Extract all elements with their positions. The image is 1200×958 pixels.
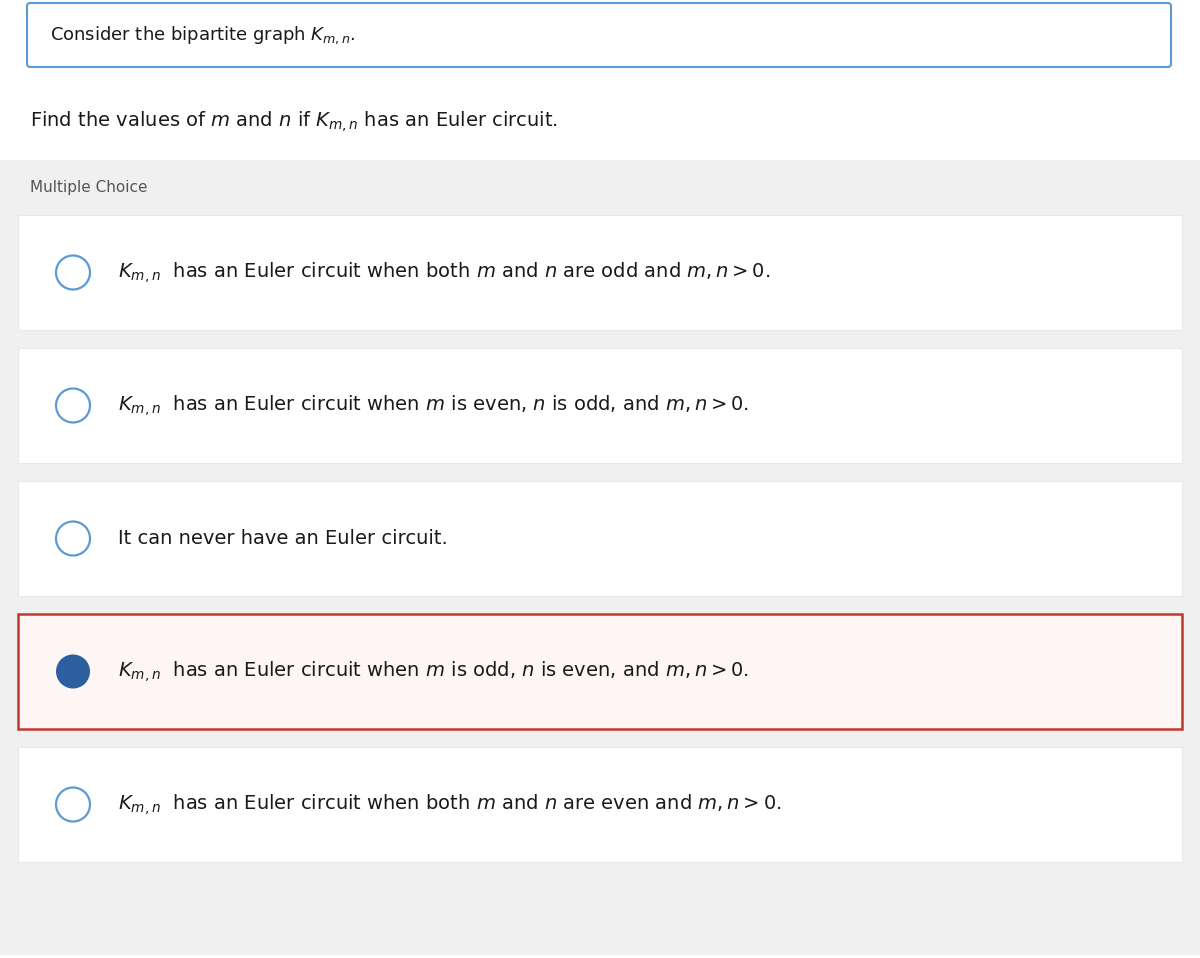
- Text: Multiple Choice: Multiple Choice: [30, 180, 148, 195]
- Text: $K_{m,n}$  has an Euler circuit when $m$ is odd, $n$ is even, and $m, n>0$.: $K_{m,n}$ has an Euler circuit when $m$ …: [118, 659, 749, 684]
- Circle shape: [56, 654, 90, 689]
- Circle shape: [56, 256, 90, 289]
- FancyBboxPatch shape: [28, 3, 1171, 67]
- FancyBboxPatch shape: [18, 348, 1182, 463]
- Text: $K_{m,n}$  has an Euler circuit when both $m$ and $n$ are odd and $m, n>0$.: $K_{m,n}$ has an Euler circuit when both…: [118, 260, 770, 285]
- FancyBboxPatch shape: [18, 747, 1182, 862]
- Circle shape: [56, 389, 90, 422]
- FancyBboxPatch shape: [18, 481, 1182, 596]
- Circle shape: [56, 787, 90, 822]
- Text: Find the values of $m$ and $n$ if $K_{m,n}$ has an Euler circuit.: Find the values of $m$ and $n$ if $K_{m,…: [30, 109, 558, 134]
- FancyBboxPatch shape: [0, 160, 1200, 955]
- FancyBboxPatch shape: [18, 614, 1182, 729]
- Text: $K_{m,n}$  has an Euler circuit when $m$ is even, $n$ is odd, and $m, n>0$.: $K_{m,n}$ has an Euler circuit when $m$ …: [118, 393, 749, 418]
- Text: It can never have an Euler circuit.: It can never have an Euler circuit.: [118, 529, 448, 548]
- FancyBboxPatch shape: [18, 215, 1182, 330]
- Circle shape: [56, 521, 90, 556]
- Text: $K_{m,n}$  has an Euler circuit when both $m$ and $n$ are even and $m, n>0$.: $K_{m,n}$ has an Euler circuit when both…: [118, 792, 781, 817]
- Text: Consider the bipartite graph $K_{m,n}$.: Consider the bipartite graph $K_{m,n}$.: [50, 24, 355, 46]
